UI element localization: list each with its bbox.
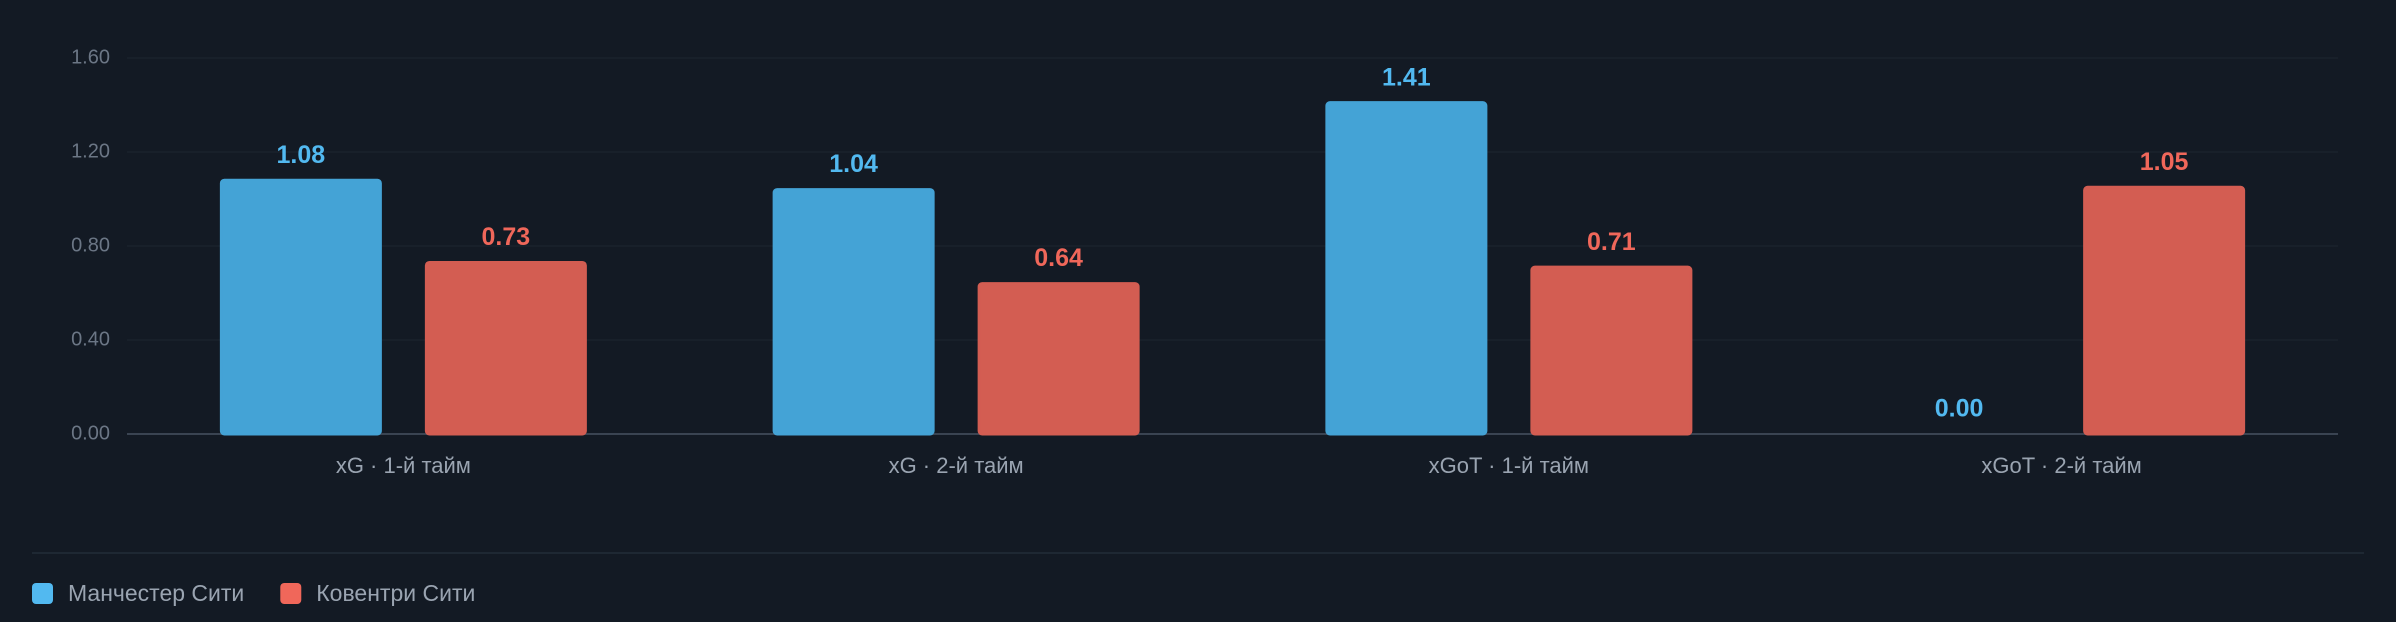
legend-label: Манчестер Сити	[68, 580, 244, 606]
value-label: 0.71	[1587, 228, 1636, 256]
y-tick-label: 0.80	[71, 234, 110, 256]
bar	[1325, 101, 1488, 436]
y-tick-label: 1.20	[71, 140, 110, 162]
value-label: 1.41	[1382, 63, 1431, 91]
value-label: 1.04	[829, 150, 878, 178]
value-label: 1.05	[2140, 148, 2189, 176]
legend-swatch	[32, 583, 53, 604]
value-label: 0.64	[1034, 244, 1083, 272]
legend-swatch	[280, 583, 302, 604]
bar	[219, 178, 382, 436]
bar	[772, 188, 935, 436]
bar	[424, 260, 587, 436]
x-tick-label: xG · 1-й тайм	[336, 453, 471, 478]
bar	[977, 282, 1140, 436]
legend-label: Ковентри Сити	[316, 580, 475, 606]
x-tick-label: xG · 2-й тайм	[889, 453, 1024, 478]
bar	[1530, 265, 1693, 436]
y-tick-label: 0.00	[71, 422, 110, 444]
bar	[2083, 185, 2246, 436]
value-label: 0.73	[482, 223, 531, 251]
x-tick-label: xGoT · 2-й тайм	[1981, 453, 2141, 478]
value-label: 1.08	[277, 141, 326, 169]
x-tick-label: xGoT · 1-й тайм	[1429, 453, 1589, 478]
y-tick-label: 0.40	[71, 328, 110, 350]
value-label: 0.00	[1935, 395, 1984, 423]
y-tick-label: 1.60	[71, 46, 110, 68]
